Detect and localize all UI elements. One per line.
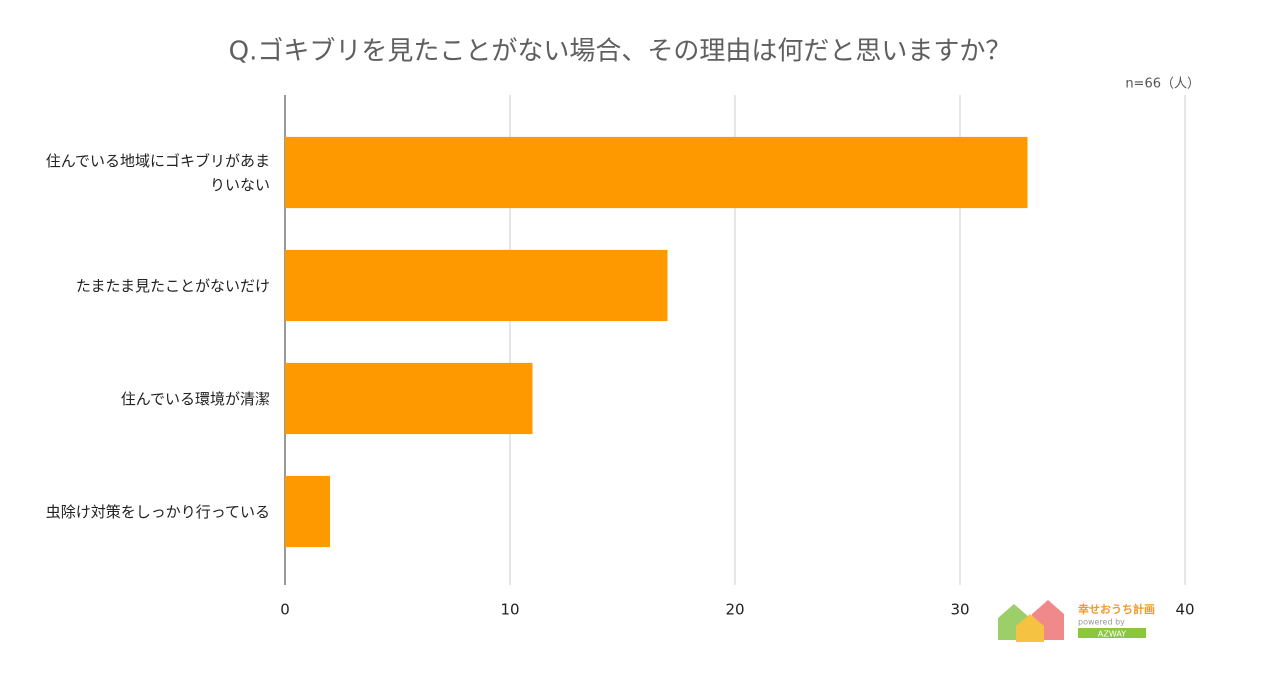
chart-subtitle: n=66（人）: [1125, 77, 1200, 92]
logo: 幸せおうち計画 powered by AZWAY: [998, 600, 1155, 642]
chart-title: Q.ゴキブリを見たことがない場合、その理由は何だと思いますか？: [229, 37, 1012, 67]
y-tick-label: 住んでいる地域にゴキブリがあまりいない: [45, 151, 270, 194]
bar: [285, 249, 668, 322]
bar: [285, 362, 533, 435]
y-tick-label: 虫除け対策をしっかり行っている: [45, 502, 270, 521]
logo-name: 幸せおうち計画: [1078, 602, 1155, 616]
x-tick-label: 20: [725, 601, 744, 619]
bar: [285, 475, 330, 548]
logo-house: [1016, 614, 1044, 642]
y-tick-label: たまたま見たことがないだけ: [75, 276, 270, 295]
x-tick-label: 30: [950, 601, 969, 619]
x-tick-label: 0: [280, 601, 290, 619]
logo-badge: [1078, 628, 1146, 638]
logo-powered: powered by: [1078, 618, 1125, 627]
x-tick-label: 10: [500, 601, 519, 619]
y-tick-label: 住んでいる環境が清潔: [120, 389, 270, 408]
x-tick-label: 40: [1175, 601, 1194, 619]
logo-brand: AZWAY: [1098, 630, 1126, 639]
bar: [285, 136, 1028, 209]
